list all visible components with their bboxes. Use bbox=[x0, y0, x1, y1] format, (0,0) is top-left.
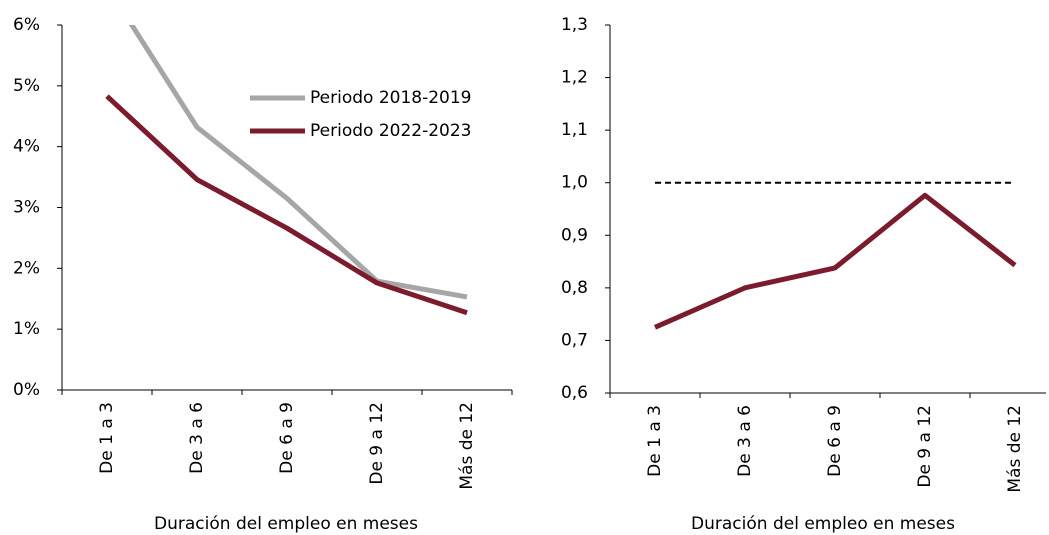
data-line bbox=[653, 192, 1017, 330]
x-tick-label: De 3 a 6 bbox=[735, 405, 755, 477]
y-tick-label: 0,9 bbox=[561, 225, 588, 245]
x-tick-label: De 1 a 3 bbox=[97, 402, 117, 474]
x-axis-title: Duración del empleo en meses bbox=[691, 514, 955, 534]
y-tick-label: 4% bbox=[13, 137, 40, 157]
x-tick-label: Más de 12 bbox=[1005, 405, 1025, 493]
x-tick-label: De 3 a 6 bbox=[187, 402, 207, 474]
y-tick-label: 1,0 bbox=[561, 173, 588, 193]
y-tick-label: 5% bbox=[13, 76, 40, 96]
y-tick-label: 3% bbox=[13, 198, 40, 218]
y-tick-label: 1% bbox=[13, 319, 40, 339]
y-tick-label: 2% bbox=[13, 258, 40, 278]
y-tick-label: 1,1 bbox=[561, 120, 588, 140]
y-tick-label: 0% bbox=[13, 380, 40, 400]
legend-label: Periodo 2022-2023 bbox=[310, 121, 471, 141]
x-tick-label: De 6 a 9 bbox=[825, 405, 845, 477]
y-tick-label: 1,2 bbox=[561, 68, 588, 88]
x-axis-title: Duración del empleo en meses bbox=[154, 514, 418, 534]
legend-label: Periodo 2018-2019 bbox=[310, 88, 471, 108]
y-tick-label: 0,7 bbox=[561, 330, 588, 350]
data-line bbox=[128, 25, 468, 300]
y-tick-label: 0,8 bbox=[561, 278, 588, 298]
x-tick-label: De 9 a 12 bbox=[367, 402, 387, 485]
y-tick-label: 1,3 bbox=[561, 15, 588, 35]
x-tick-label: Más de 12 bbox=[457, 402, 477, 490]
data-line bbox=[105, 94, 468, 316]
y-tick-label: 6% bbox=[13, 15, 40, 35]
x-tick-label: De 9 a 12 bbox=[915, 405, 935, 488]
x-tick-label: De 6 a 9 bbox=[277, 402, 297, 474]
x-tick-label: De 1 a 3 bbox=[645, 405, 665, 477]
y-tick-label: 0,6 bbox=[561, 383, 588, 403]
